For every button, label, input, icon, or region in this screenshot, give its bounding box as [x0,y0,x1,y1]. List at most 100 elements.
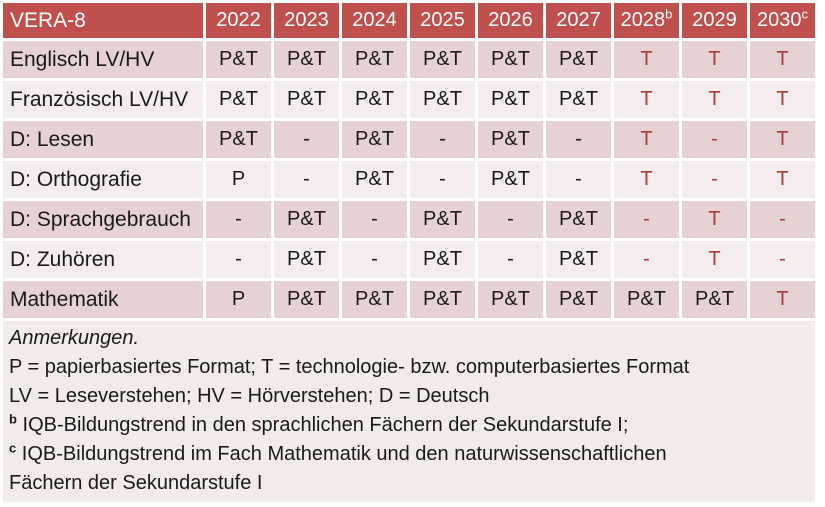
table-cell: T [614,41,679,78]
table-cell: P&T [410,281,475,318]
table-cell: - [682,161,747,198]
table-cell: P&T [546,241,611,278]
header-superscript: c [801,6,809,22]
column-header-2030: 2030c [750,3,815,38]
table-cell: T [750,281,815,318]
table-cell: P&T [206,41,271,78]
table-cell: P&T [478,161,543,198]
table-cell: P&T [478,281,543,318]
row-label: D: Zuhören [3,241,203,278]
vera8-schedule-table: VERA-8 2022 2023 2024 2025 2026 2027 2028b 2029… [3,3,815,318]
row-label: D: Sprachgebrauch [3,201,203,238]
table-cell: - [614,201,679,238]
table-cell: T [682,241,747,278]
table-cell: - [274,121,339,158]
table-cell: - [410,121,475,158]
table-cell: - [682,121,747,158]
table-cell: P&T [274,201,339,238]
table-cell: P&T [342,121,407,158]
table-cell: P&T [410,241,475,278]
table-cell: - [478,201,543,238]
column-header-2028: 2028b [614,3,679,38]
table-header-row: VERA-8 2022 2023 2024 2025 2026 2027 2028b 2029… [3,3,815,38]
table-cell: - [342,241,407,278]
table-cell: P&T [342,161,407,198]
table-cell: T [750,81,815,118]
column-header-2026: 2026 [478,3,543,38]
table-cell: P&T [546,201,611,238]
table-cell: - [342,201,407,238]
table-cell: P&T [546,281,611,318]
row-label: Mathematik [3,281,203,318]
notes-section: Anmerkungen. P = papierbasiertes Format; … [3,321,815,502]
table-cell: - [478,241,543,278]
table-cell: T [750,41,815,78]
table-cell: - [206,201,271,238]
table-cell: P&T [410,41,475,78]
table-cell: P&T [478,121,543,158]
table-cell: P&T [342,41,407,78]
table-row: D: Sprachgebrauch - P&T - P&T - P&T - T - [3,201,815,238]
table-cell: T [614,81,679,118]
table-cell: P&T [546,41,611,78]
column-header-2027: 2027 [546,3,611,38]
note-line: P = papierbasiertes Format; T = technolo… [9,356,690,378]
table-cell: T [750,121,815,158]
table-cell: P&T [274,41,339,78]
table-cell: T [614,121,679,158]
table-row: D: Lesen P&T - P&T - P&T - T - T [3,121,815,158]
table-cell: - [614,241,679,278]
table-cell: P&T [614,281,679,318]
table-cell: - [750,201,815,238]
column-header-2024: 2024 [342,3,407,38]
column-header-2022: 2022 [206,3,271,38]
table-title: VERA-8 [3,3,203,38]
table-cell: - [274,161,339,198]
table-cell: T [682,201,747,238]
table-cell: P&T [274,81,339,118]
table-cell: P&T [478,41,543,78]
column-header-2029: 2029 [682,3,747,38]
table-row: Französisch LV/HV P&T P&T P&T P&T P&T P&T T T T [3,81,815,118]
note-line: LV = Leseverstehen; HV = Hörverstehen; D… [9,385,490,407]
table-cell: - [546,121,611,158]
row-label: Englisch LV/HV [3,41,203,78]
table-cell: P&T [410,201,475,238]
table-cell: P&T [682,281,747,318]
table-cell: - [410,161,475,198]
table-cell: P&T [206,121,271,158]
table-cell: P&T [206,81,271,118]
table-body: Englisch LV/HV P&T P&T P&T P&T P&T P&T T T T Franz… [3,41,815,318]
table-cell: P [206,161,271,198]
table-cell: - [206,241,271,278]
note-line: Anmerkungen. [9,327,140,349]
table-cell: P&T [410,81,475,118]
row-label: Französisch LV/HV [3,81,203,118]
table-cell: P&T [546,81,611,118]
header-superscript: b [665,6,673,22]
row-label: D: Lesen [3,121,203,158]
table-cell: P&T [342,281,407,318]
table-cell: T [682,41,747,78]
table-cell: P&T [274,281,339,318]
table-cell: T [682,81,747,118]
table-cell: P&T [342,81,407,118]
note-line: b IQB-Bildungstrend in den sprachlichen … [9,411,629,436]
table-row: Mathematik P P&T P&T P&T P&T P&T P&T P&T T [3,281,815,318]
column-header-2025: 2025 [410,3,475,38]
table-row: D: Zuhören - P&T - P&T - P&T - T - [3,241,815,278]
table-cell: T [750,161,815,198]
table-cell: - [750,241,815,278]
table-cell: P&T [274,241,339,278]
table-cell: P [206,281,271,318]
note-line: c IQB-Bildungstrend im Fach Mathematik u… [9,440,667,494]
row-label: D: Orthografie [3,161,203,198]
table-row: Englisch LV/HV P&T P&T P&T P&T P&T P&T T T T [3,41,815,78]
table-cell: P&T [478,81,543,118]
note-superscript: b [9,411,17,427]
table-row: D: Orthografie P - P&T - P&T - T - T [3,161,815,198]
note-superscript: c [9,440,17,456]
table-cell: T [614,161,679,198]
table-cell: - [546,161,611,198]
